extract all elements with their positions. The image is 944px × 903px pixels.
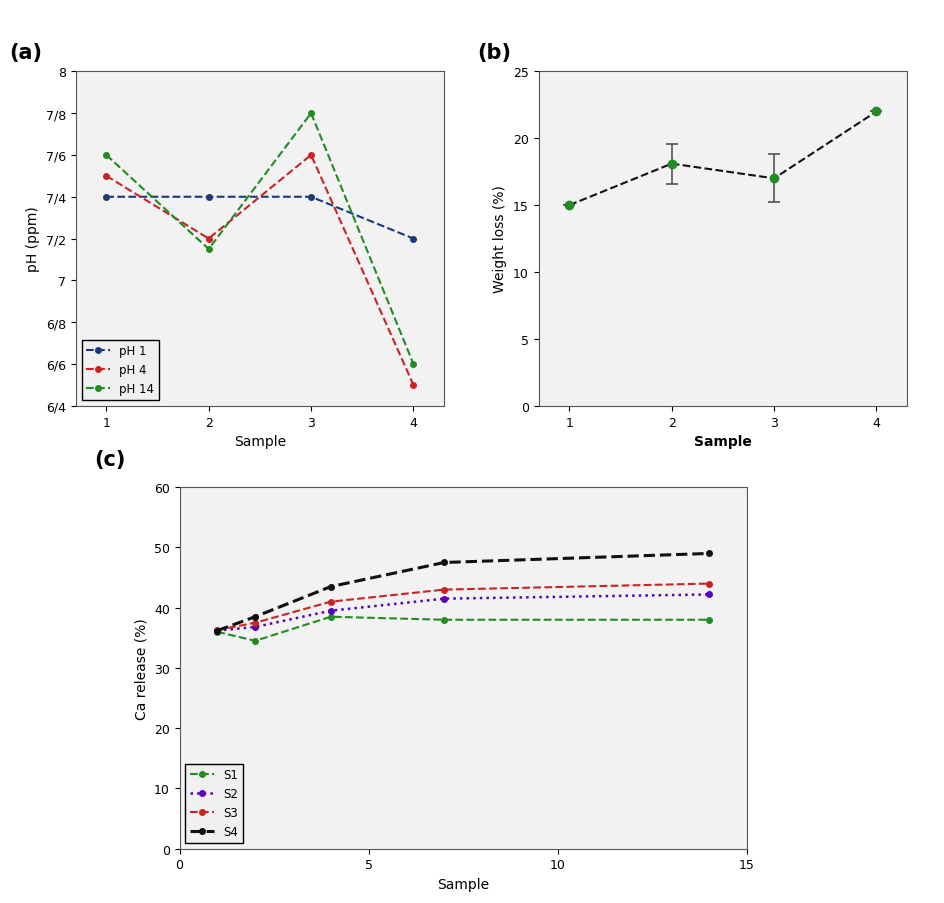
S2 xyxy=(325,606,336,617)
S4 xyxy=(438,557,449,568)
S1 xyxy=(211,627,223,638)
S2 xyxy=(249,622,261,633)
Legend: S1, S2, S3, S4: S1, S2, S3, S4 xyxy=(185,764,243,842)
S1 xyxy=(249,636,261,647)
Line: pH 14: pH 14 xyxy=(104,111,415,368)
S1 xyxy=(702,615,714,626)
Line: S3: S3 xyxy=(214,582,711,633)
S4 xyxy=(325,582,336,592)
pH 1 xyxy=(203,192,214,203)
Line: S2: S2 xyxy=(214,592,711,634)
S3 xyxy=(438,584,449,595)
S1 xyxy=(325,611,336,622)
S3 xyxy=(702,579,714,590)
X-axis label: Sample: Sample xyxy=(233,434,286,449)
S4 xyxy=(702,548,714,559)
Line: pH 4: pH 4 xyxy=(104,153,415,388)
pH 1 xyxy=(100,192,111,203)
pH 1 xyxy=(407,234,418,245)
Legend: pH 1, pH 4, pH 14: pH 1, pH 4, pH 14 xyxy=(81,340,159,400)
S2 xyxy=(438,593,449,604)
Line: pH 1: pH 1 xyxy=(104,195,415,242)
X-axis label: Sample: Sample xyxy=(693,434,751,449)
Y-axis label: pH (ppm): pH (ppm) xyxy=(26,207,40,272)
Text: (c): (c) xyxy=(94,449,126,469)
Line: S4: S4 xyxy=(214,551,711,634)
Text: (b): (b) xyxy=(477,42,511,62)
S3 xyxy=(325,597,336,608)
S4 xyxy=(211,626,223,637)
Y-axis label: Ca release (%): Ca release (%) xyxy=(134,618,148,719)
S4 xyxy=(249,611,261,622)
Y-axis label: Weight loss (%): Weight loss (%) xyxy=(493,185,507,293)
Text: (a): (a) xyxy=(9,42,42,62)
S3 xyxy=(249,618,261,628)
X-axis label: Sample: Sample xyxy=(436,877,489,891)
pH 4 xyxy=(100,172,111,182)
pH 14 xyxy=(100,150,111,161)
pH 14 xyxy=(305,108,316,119)
S2 xyxy=(211,626,223,637)
S2 xyxy=(702,590,714,600)
S1 xyxy=(438,615,449,626)
S3 xyxy=(211,625,223,636)
pH 4 xyxy=(305,150,316,161)
Line: S1: S1 xyxy=(214,614,711,644)
pH 14 xyxy=(407,359,418,370)
pH 4 xyxy=(203,234,214,245)
pH 14 xyxy=(203,245,214,256)
pH 4 xyxy=(407,380,418,391)
pH 1 xyxy=(305,192,316,203)
